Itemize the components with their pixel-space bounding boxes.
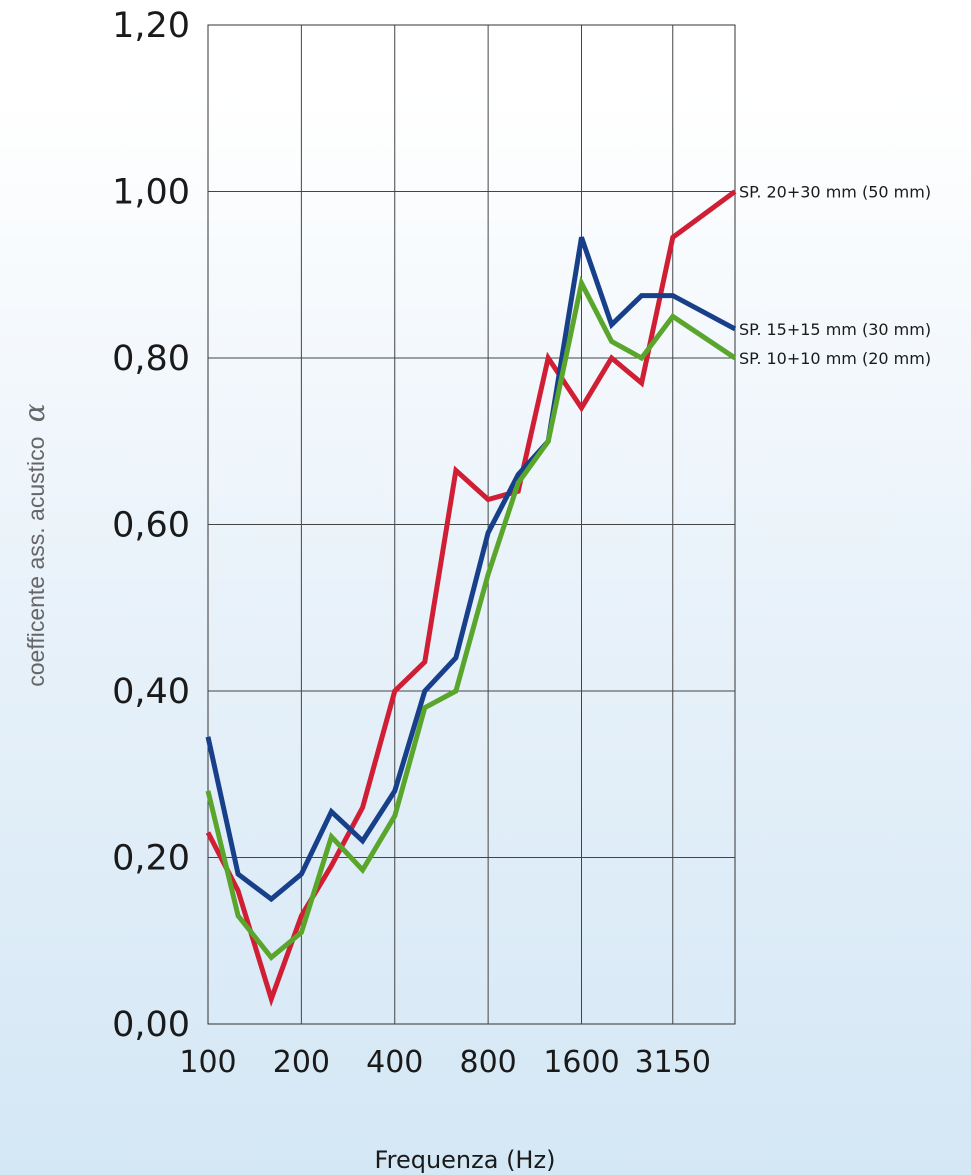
x-tick-label: 3150: [635, 1045, 711, 1080]
x-tick-label: 200: [273, 1045, 330, 1080]
y-tick-label: 0,00: [112, 1005, 190, 1045]
y-tick-label: 0,40: [112, 672, 190, 712]
x-tick-label: 100: [179, 1045, 236, 1080]
series-line-2: [205, 236, 737, 903]
svg-text:coefficente ass. acustico: coefficente ass. acustico α: [18, 403, 51, 687]
y-axis-title-text: coefficente ass. acustico: [23, 437, 49, 687]
x-axis-title: Frequenza (Hz): [375, 1146, 556, 1174]
series-label-3: SP. 10+10 mm (20 mm): [739, 349, 931, 368]
series-labels: SP. 20+30 mm (50 mm) SP. 15+15 mm (30 mm)…: [739, 183, 931, 369]
x-tick-label: 800: [459, 1045, 516, 1080]
series-lines: [205, 189, 737, 1007]
series-label-2: SP. 15+15 mm (30 mm): [739, 320, 931, 339]
y-tick-label: 0,20: [112, 839, 190, 879]
y-tick-label: 0,80: [112, 339, 190, 379]
y-axis-tick-labels: 0,00 0,20 0,40 0,60 0,80 1,00 1,20: [112, 6, 190, 1045]
series-label-1: SP. 20+30 mm (50 mm): [739, 183, 931, 202]
y-tick-label: 0,60: [112, 506, 190, 546]
y-tick-label: 1,20: [112, 6, 190, 46]
alpha-symbol: α: [18, 403, 51, 422]
series-line-3: [205, 275, 737, 961]
y-axis-title: coefficente ass. acustico α: [18, 403, 51, 687]
x-axis-tick-labels: 100 200 400 800 1600 3150: [179, 1045, 711, 1080]
x-tick-label: 400: [366, 1045, 423, 1080]
y-tick-label: 1,00: [112, 173, 190, 213]
x-tick-label: 1600: [543, 1045, 619, 1080]
chart-grid: [207, 24, 736, 1025]
